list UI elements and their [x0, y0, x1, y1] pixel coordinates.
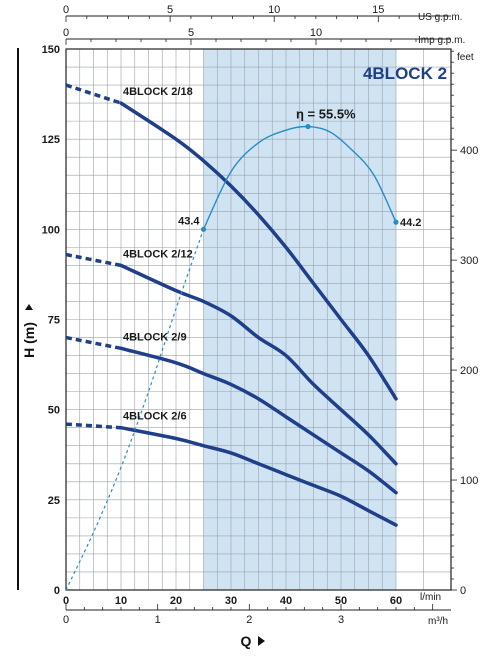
- efficiency-curve: [65, 123, 399, 591]
- y-axis-arrow-icon: [25, 304, 33, 310]
- feet-tick-label: 100: [460, 475, 478, 487]
- us-gpm-tick-label: 15: [372, 4, 384, 16]
- axes: [17, 15, 457, 611]
- series-line: [119, 101, 398, 401]
- us-gpm-tick-label: 10: [268, 4, 280, 16]
- x-tick-label: 60: [390, 595, 402, 607]
- imp-gpm-label: Imp g.p.m.: [418, 35, 465, 46]
- series-line: [119, 263, 398, 466]
- efficiency-marker-label: 44.2: [400, 217, 421, 229]
- efficiency-dashed-segment: [65, 229, 205, 591]
- us-gpm-label: US g.p.m.: [418, 12, 462, 23]
- feet-tick-label: 0: [460, 585, 466, 597]
- y-tick-label: 75: [48, 315, 60, 327]
- y-tick-label: 0: [54, 585, 60, 597]
- m3h-tick-label: 3: [338, 614, 344, 626]
- m3h-tick-label: 2: [246, 614, 252, 626]
- series-dashed-segment: [65, 83, 122, 105]
- imp-gpm-tick-label: 5: [188, 27, 194, 39]
- series-labels: 4BLOCK 2/18 4BLOCK 2/12 4BLOCK 2/9 4BLOCK 2…: [123, 86, 421, 423]
- us-gpm-tick-label: 0: [63, 4, 69, 16]
- x-axis-arrow-icon: [258, 636, 265, 646]
- x-axis-title: Q: [241, 633, 252, 649]
- efficiency-peak-label: η = 55.5%: [296, 107, 356, 122]
- us-gpm-tick-label: 5: [167, 4, 173, 16]
- imp-gpm-tick-label: 0: [63, 27, 69, 39]
- x-tick-label: 10: [115, 595, 127, 607]
- efficiency-marker: [200, 226, 207, 232]
- y-tick-label: 125: [42, 134, 60, 146]
- series-label: 4BLOCK 2/6: [123, 411, 187, 423]
- performance-curves: [65, 83, 398, 527]
- series-dashed-segment: [65, 335, 122, 351]
- efficiency-marker: [393, 219, 399, 225]
- efficiency-peak-marker: [305, 123, 311, 130]
- y-axis-title-group: H (m): [21, 304, 37, 358]
- feet-tick-label: 300: [460, 255, 478, 267]
- x-tick-label: 40: [280, 595, 292, 607]
- y-axis-title: H (m): [21, 322, 37, 358]
- m3h-tick-label: 0: [63, 614, 69, 626]
- imp-gpm-tick-label: 10: [310, 27, 322, 39]
- series-label: 4BLOCK 2/12: [123, 248, 193, 260]
- x-unit-label: l/min: [420, 592, 441, 603]
- series-dashed-segment: [65, 422, 122, 430]
- y-tick-label: 50: [48, 405, 60, 417]
- grid: [65, 48, 451, 591]
- feet-tick-label: 400: [460, 145, 478, 157]
- y-tick-label: 100: [42, 224, 60, 236]
- x-tick-label: 30: [225, 595, 237, 607]
- feet-label: feet: [457, 52, 474, 63]
- feet-tick-label: 200: [460, 365, 478, 377]
- series-label: 4BLOCK 2/18: [123, 86, 193, 98]
- x-tick-label: 0: [63, 595, 69, 607]
- y-tick-label: 150: [42, 44, 60, 56]
- series-dashed-segment: [65, 252, 122, 268]
- m3h-tick-label: 1: [155, 614, 161, 626]
- x-tick-label: 50: [335, 595, 347, 607]
- series-line: [119, 346, 398, 495]
- y-tick-label: 25: [48, 495, 60, 507]
- m3h-label: m³/h: [428, 616, 448, 627]
- x-tick-label: 20: [170, 595, 182, 607]
- efficiency-marker-label: 43.4: [178, 215, 200, 227]
- chart-title: 4BLOCK 2: [363, 64, 447, 83]
- series-line: [119, 425, 398, 527]
- plot-frame: [65, 48, 452, 591]
- series-label: 4BLOCK 2/9: [123, 331, 187, 343]
